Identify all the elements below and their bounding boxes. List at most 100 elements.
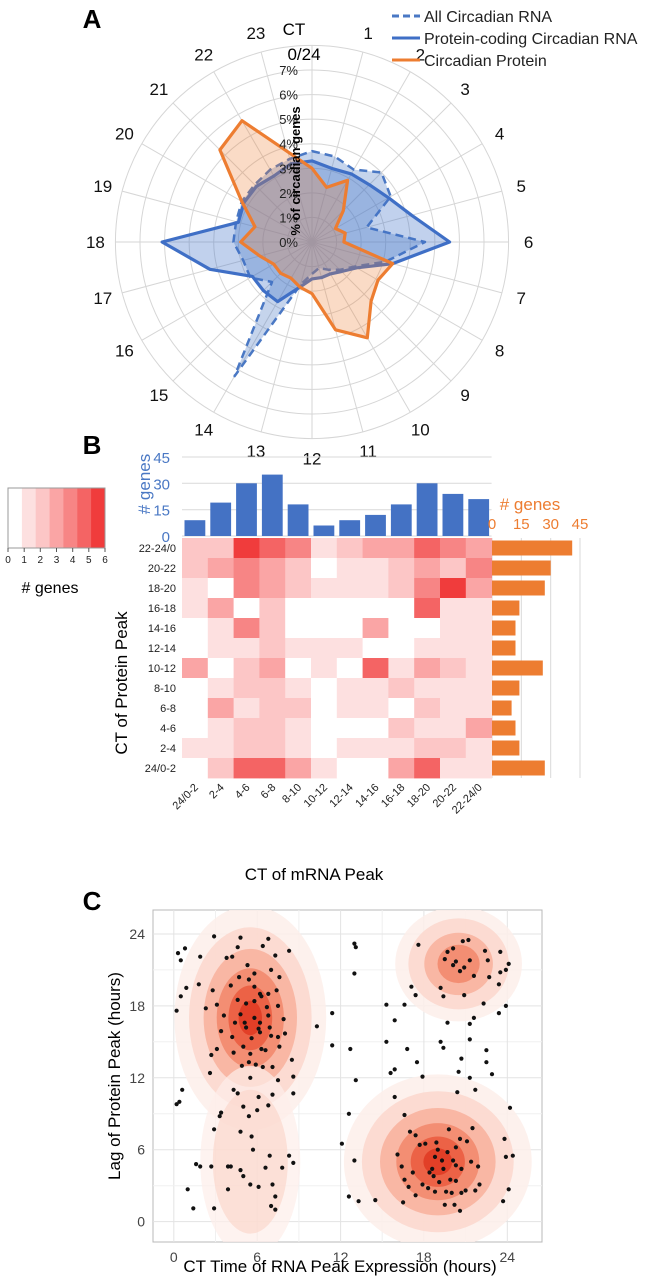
heatmap-cell-r5-c11	[465, 638, 492, 659]
scatter-point-25	[235, 997, 240, 1003]
heatmap-y-tick-10: 2-4	[160, 743, 176, 755]
heatmap-cell-r10-c6	[336, 738, 363, 759]
radar-angle-label-11: 11	[359, 442, 377, 461]
heatmap-cell-r3-c11	[465, 598, 492, 619]
heatmap-cell-r7-c1	[207, 678, 234, 699]
scatter-point-74	[269, 1033, 274, 1038]
scatter-point-43	[252, 999, 257, 1004]
radar-angle-label-20: 20	[115, 125, 134, 144]
radar-spoke-22	[213, 71, 313, 243]
heatmap-cell-r3-c6	[336, 598, 363, 619]
scatter-point-206	[451, 963, 456, 968]
scatter-point-147	[413, 1133, 418, 1138]
heatmap-cell-r5-c1	[207, 638, 234, 659]
scatter-point-121	[353, 945, 358, 950]
right-bar-1	[492, 560, 551, 576]
heatmap-cell-r8-c7	[362, 698, 389, 719]
scatter-point-214	[466, 937, 471, 943]
scatter-point-78	[270, 1064, 275, 1070]
legend-label-protein: Circadian Protein	[424, 53, 547, 70]
scatter-tick-labels: 0 6 12 18 24 0 6 12 18 24	[129, 926, 515, 1265]
scatter-x-tick-1: 6	[253, 1249, 261, 1265]
scatter-point-219	[498, 970, 503, 975]
scatter-point-8	[178, 958, 183, 963]
radar-angle-label-3: 3	[460, 80, 469, 99]
heatmap-cell-r1-c3	[259, 558, 286, 579]
heatmap-cell-r4-c4	[285, 618, 312, 639]
scatter-point-46	[252, 1015, 257, 1021]
scatter-point-87	[270, 1182, 275, 1187]
scatter-point-68	[269, 967, 274, 973]
scatter-x-tick-0: 0	[170, 1249, 178, 1265]
heatmap-cell-r8-c0	[182, 698, 209, 719]
heatmap-cell-r7-c8	[388, 678, 415, 699]
scatter-point-217	[487, 975, 492, 980]
scatter-point-93	[291, 1091, 296, 1096]
heatmap-cell-r5-c9	[414, 638, 441, 659]
scatter-point-119	[348, 1046, 353, 1052]
top-bar-4	[287, 504, 309, 536]
scatter-point-2	[178, 994, 183, 999]
heatmap-cell-r11-c0	[182, 758, 209, 779]
scatter-point-104	[238, 935, 243, 940]
scatter-point-11	[198, 1164, 203, 1169]
color-scale-tick-5: 5	[86, 555, 92, 566]
top-bars-axis-label: # genes	[135, 454, 154, 515]
scatter-point-56	[235, 1091, 240, 1096]
heatmap-cell-r7-c6	[336, 678, 363, 699]
scatter-point-85	[263, 1165, 268, 1170]
heatmap-cell-r8-c6	[336, 698, 363, 719]
radar-legend: All Circadian RNA Protein-coding Circadi…	[392, 9, 638, 70]
scatter-point-144	[414, 1060, 420, 1065]
heatmap-cell-r3-c4	[285, 598, 312, 619]
scatter-point-152	[427, 1170, 432, 1175]
top-bar-3	[261, 474, 283, 536]
scatter-point-120	[352, 941, 357, 946]
radar-angle-label-1: 1	[363, 24, 372, 43]
heatmap-cell-r4-c7	[362, 618, 389, 639]
scatter-point-27	[237, 975, 242, 980]
scatter-point-201	[445, 1020, 450, 1025]
color-scale-swatch-2	[35, 488, 50, 548]
color-scale-swatch-5	[77, 488, 92, 548]
scatter-point-95	[291, 1160, 296, 1165]
scatter-point-118	[330, 1043, 335, 1048]
scatter-point-105	[231, 1050, 236, 1055]
heatmap-cell-r8-c10	[440, 698, 467, 719]
heatmap-cell-r11-c5	[311, 758, 338, 779]
scatter-point-133	[392, 1094, 397, 1100]
scatter-point-13	[198, 954, 203, 959]
scatter-x-tick-4: 24	[500, 1249, 516, 1265]
scatter-point-32	[228, 1164, 233, 1169]
scatter-point-50	[248, 1051, 253, 1056]
scatter-point-169	[457, 1208, 463, 1213]
radar-spoke-11	[311, 241, 364, 433]
scatter-point-60	[249, 1134, 254, 1139]
heatmap-cell-r1-c6	[336, 558, 363, 579]
scatter-point-175	[469, 1159, 474, 1164]
scatter-y-tick-4: 24	[129, 926, 145, 942]
heatmap-y-tick-6: 10-12	[148, 663, 176, 675]
scatter-point-138	[406, 1184, 411, 1189]
scatter-point-149	[420, 1182, 425, 1187]
radar-spoke-15	[172, 241, 313, 382]
scatter-point-26	[230, 1034, 235, 1040]
scatter-point-184	[434, 1140, 439, 1145]
right-bar-0	[492, 540, 573, 556]
scatter-point-163	[442, 1202, 447, 1207]
heatmap-cell-r5-c6	[336, 638, 363, 659]
heatmap-y-tick-5: 12-14	[148, 643, 176, 655]
scatter-point-190	[473, 1087, 478, 1092]
color-scale-tick-4: 4	[70, 555, 76, 566]
scatter-point-20	[209, 1052, 214, 1058]
scatter-y-axis-label: Lag of Protein Peak (hours)	[105, 972, 124, 1180]
radar-tick-7: 7%	[279, 63, 298, 78]
color-scale-swatch-3	[49, 488, 64, 548]
scatter-point-76	[263, 1048, 268, 1053]
scatter-point-10	[194, 1162, 199, 1167]
heatmap-cell-r4-c9	[414, 618, 441, 639]
radar-angle-label-12: 12	[303, 450, 322, 469]
scatter-point-139	[395, 1152, 400, 1157]
color-scale-swatch-6	[91, 488, 106, 548]
heatmap-cell-r0-c9	[414, 538, 441, 559]
